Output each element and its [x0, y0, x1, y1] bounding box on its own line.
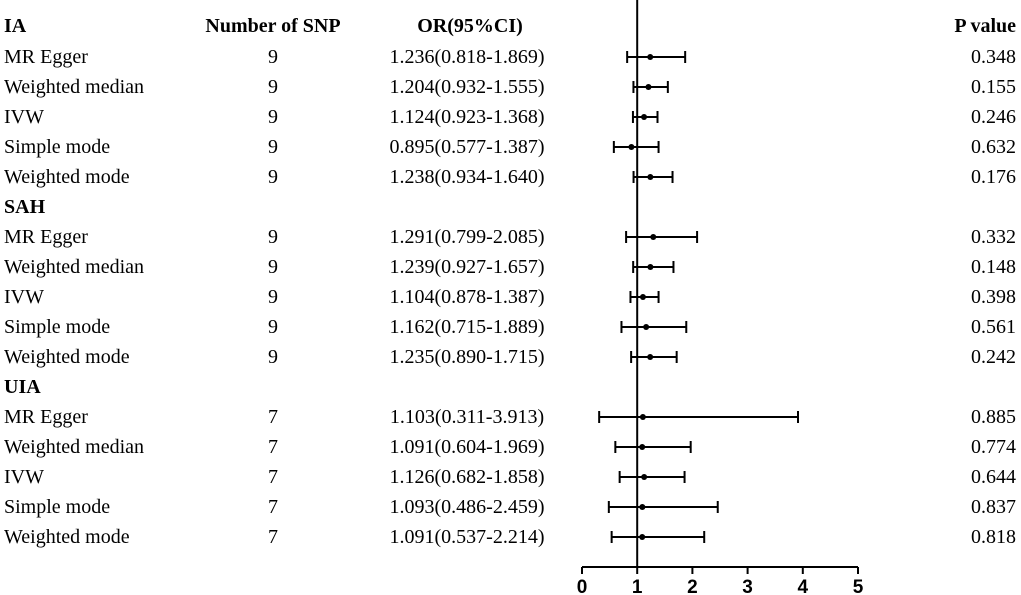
method-label: MR Egger	[4, 406, 88, 428]
or-ci-text: 1.162(0.715-1.889)	[389, 316, 545, 338]
or-ci-text: 1.091(0.537-2.214)	[389, 526, 545, 548]
p-value: 0.398	[971, 286, 1016, 308]
snp-count: 9	[268, 316, 278, 338]
snp-count: 7	[268, 466, 278, 488]
p-value: 0.818	[971, 526, 1016, 548]
snp-count: 9	[268, 346, 278, 368]
or-ci-text: 1.238(0.934-1.640)	[389, 166, 545, 188]
or-ci-text: 1.103(0.311-3.913)	[389, 406, 545, 428]
snp-count: 9	[268, 76, 278, 98]
header-group-ia: IA	[4, 15, 27, 37]
method-label: Simple mode	[4, 316, 111, 338]
snp-count: 9	[268, 46, 278, 68]
snp-count: 9	[268, 286, 278, 308]
method-label: Weighted median	[4, 436, 145, 458]
method-label: Weighted mode	[4, 346, 130, 368]
or-point	[639, 294, 646, 300]
or-point	[639, 444, 646, 450]
p-value: 0.332	[971, 226, 1016, 248]
snp-count: 7	[268, 436, 278, 458]
p-value: 0.348	[971, 46, 1016, 68]
method-label: IVW	[4, 106, 44, 128]
or-ci-text: 1.239(0.927-1.657)	[389, 256, 545, 278]
or-point	[645, 84, 652, 90]
p-value: 0.561	[971, 316, 1016, 338]
or-ci-text: 1.091(0.604-1.969)	[389, 436, 545, 458]
or-point	[643, 324, 650, 330]
snp-count: 7	[268, 406, 278, 428]
or-point	[641, 114, 648, 120]
method-label: IVW	[4, 286, 44, 308]
or-point	[641, 474, 648, 480]
p-value: 0.885	[971, 406, 1016, 428]
snp-count: 9	[268, 166, 278, 188]
snp-count: 9	[268, 226, 278, 248]
or-point	[639, 414, 646, 420]
or-point	[647, 54, 654, 60]
or-point	[639, 504, 646, 510]
or-ci-text: 1.104(0.878-1.387)	[389, 286, 545, 308]
snp-count: 7	[268, 496, 278, 518]
p-value: 0.632	[971, 136, 1016, 158]
or-ci-text: 0.895(0.577-1.387)	[389, 136, 545, 158]
x-tick-label: 3	[742, 577, 753, 595]
group-label-sah: SAH	[4, 196, 46, 218]
x-tick-label: 1	[632, 577, 643, 595]
method-label: Simple mode	[4, 496, 111, 518]
or-point	[647, 264, 654, 270]
method-label: MR Egger	[4, 46, 88, 68]
snp-count: 9	[268, 256, 278, 278]
or-point	[650, 234, 657, 240]
snp-count: 9	[268, 106, 278, 128]
or-ci-text: 1.093(0.486-2.459)	[389, 496, 545, 518]
p-value: 0.246	[971, 106, 1016, 128]
p-value: 0.242	[971, 346, 1016, 368]
x-tick-label: 4	[798, 577, 809, 595]
method-label: Weighted mode	[4, 166, 130, 188]
or-ci-text: 1.204(0.932-1.555)	[389, 76, 545, 98]
method-label: Weighted median	[4, 256, 145, 278]
or-ci-text: 1.126(0.682-1.858)	[389, 466, 545, 488]
p-value: 0.176	[971, 166, 1016, 188]
method-label: IVW	[4, 466, 44, 488]
or-ci-text: 1.291(0.799-2.085)	[389, 226, 545, 248]
snp-count: 7	[268, 526, 278, 548]
or-point	[639, 534, 646, 540]
or-point	[647, 174, 654, 180]
p-value: 0.774	[971, 436, 1016, 458]
p-value: 0.644	[971, 466, 1016, 488]
p-value: 0.155	[971, 76, 1016, 98]
p-value: 0.148	[971, 256, 1016, 278]
header-number-of-snp: Number of SNP	[205, 15, 341, 37]
or-ci-text: 1.236(0.818-1.869)	[389, 46, 545, 68]
or-ci-text: 1.124(0.923-1.368)	[389, 106, 545, 128]
or-ci-text: 1.235(0.890-1.715)	[389, 346, 545, 368]
snp-count: 9	[268, 136, 278, 158]
method-label: MR Egger	[4, 226, 88, 248]
x-tick-label: 2	[687, 577, 698, 595]
method-label: Weighted mode	[4, 526, 130, 548]
method-label: Weighted median	[4, 76, 145, 98]
header-p-value: P value	[954, 15, 1016, 37]
group-label-uia: UIA	[4, 376, 41, 398]
x-tick-label: 5	[853, 577, 864, 595]
header-or-ci: OR(95%CI)	[417, 15, 523, 37]
or-point	[628, 144, 635, 150]
or-point	[647, 354, 654, 360]
p-value: 0.837	[971, 496, 1016, 518]
method-label: Simple mode	[4, 136, 111, 158]
x-tick-label: 0	[577, 577, 588, 595]
